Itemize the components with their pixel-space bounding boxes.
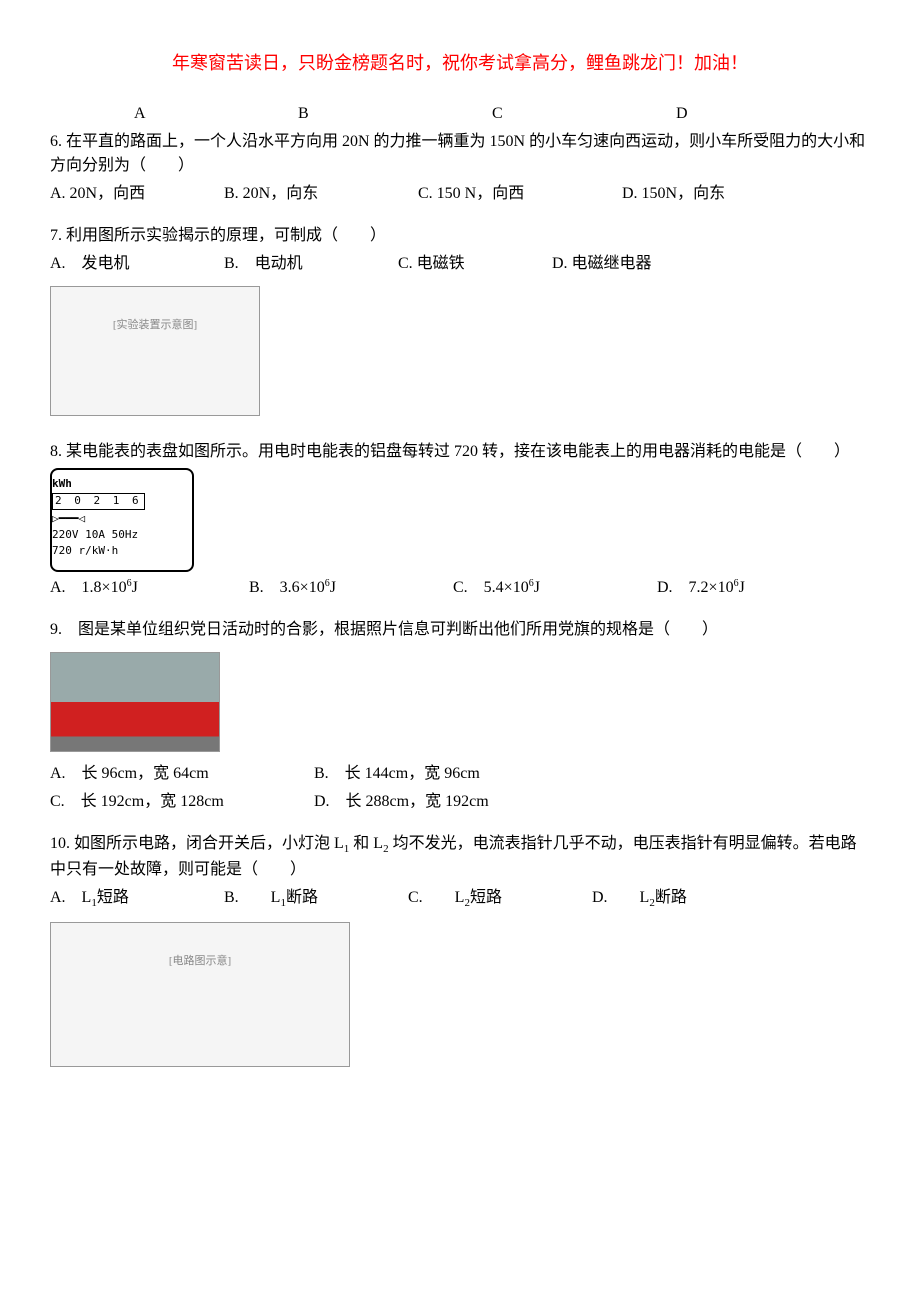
q7-options: A. 发电机 B. 电动机 C. 电磁铁 D. 电磁继电器 bbox=[50, 252, 870, 276]
q10-text: 10. 如图所示电路，闭合开关后，小灯泡 L1 和 L2 均不发光，电流表指针几… bbox=[50, 832, 870, 882]
q9-options-row2: C. 长 192cm，宽 128cm D. 长 288cm，宽 192cm bbox=[50, 790, 870, 814]
q5-option-d: D bbox=[676, 102, 688, 126]
q10-options: A. L1 短路 B. L1 断路 C. L2 短路 D. L2 断路 bbox=[50, 886, 870, 912]
q6-text: 6. 在平直的路面上，一个人沿水平方向用 20N 的力推一辆重为 150N 的小… bbox=[50, 130, 870, 178]
q5-options-row: A B C D bbox=[50, 102, 870, 126]
meter-digits: 2 0 2 1 6 bbox=[52, 493, 145, 509]
q7-figure: [实验装置示意图] bbox=[50, 286, 260, 416]
q9-photo bbox=[50, 652, 220, 752]
page-motto: 年寒窗苦读日，只盼金榜题名时，祝你考试拿高分，鲤鱼跳龙门！加油！ bbox=[50, 50, 870, 77]
q8-options: A. 1.8×106J B. 3.6×106J C. 5.4×106J D. 7… bbox=[50, 576, 870, 600]
q10-option-c: C. L2 短路 bbox=[408, 886, 588, 912]
q10-circuit-figure: [电路图示意] bbox=[50, 922, 350, 1067]
q6-options: A. 20N，向西 B. 20N，向东 C. 150 N，向西 D. 150N，… bbox=[50, 182, 870, 206]
q8-meter-figure: kWh 2 0 2 1 6 ▷━━━◁ 220V 10A 50Hz 720 r/… bbox=[50, 468, 194, 572]
q7-option-d: D. 电磁继电器 bbox=[552, 252, 652, 276]
q8-option-c: C. 5.4×106J bbox=[453, 576, 653, 600]
meter-unit: kWh bbox=[52, 477, 192, 491]
q5-option-b: B bbox=[298, 102, 488, 126]
q7-option-c: C. 电磁铁 bbox=[398, 252, 548, 276]
q5-option-c: C bbox=[492, 102, 672, 126]
q6-option-c: C. 150 N，向西 bbox=[418, 182, 618, 206]
meter-rate: 720 r/kW·h bbox=[52, 544, 192, 558]
q8-option-a: A. 1.8×106J bbox=[50, 576, 245, 600]
q6-option-a: A. 20N，向西 bbox=[50, 182, 220, 206]
q10-option-d: D. L2 断路 bbox=[592, 886, 687, 912]
q10-option-b: B. L1 断路 bbox=[224, 886, 404, 912]
q9-option-a: A. 长 96cm，宽 64cm bbox=[50, 762, 310, 786]
q9-option-c: C. 长 192cm，宽 128cm bbox=[50, 790, 310, 814]
q7-text: 7. 利用图所示实验揭示的原理，可制成（ ） bbox=[50, 224, 870, 248]
q8-option-d: D. 7.2×106J bbox=[657, 576, 745, 600]
q10-option-a: A. L1 短路 bbox=[50, 886, 220, 912]
q9-option-d: D. 长 288cm，宽 192cm bbox=[314, 790, 489, 814]
q5-option-a: A bbox=[134, 102, 294, 126]
q8-text: 8. 某电能表的表盘如图所示。用电时电能表的铝盘每转过 720 转，接在该电能表… bbox=[50, 440, 870, 464]
q9-text: 9. 图是某单位组织党日活动时的合影，根据照片信息可判断出他们所用党旗的规格是（… bbox=[50, 618, 870, 642]
meter-spec: 220V 10A 50Hz bbox=[52, 528, 192, 542]
q9-option-b: B. 长 144cm，宽 96cm bbox=[314, 762, 480, 786]
meter-pointer-icon: ▷━━━◁ bbox=[52, 512, 192, 526]
q8-option-b: B. 3.6×106J bbox=[249, 576, 449, 600]
q6-option-b: B. 20N，向东 bbox=[224, 182, 414, 206]
q9-options-row1: A. 长 96cm，宽 64cm B. 长 144cm，宽 96cm bbox=[50, 762, 870, 786]
q6-option-d: D. 150N，向东 bbox=[622, 182, 725, 206]
q7-option-a: A. 发电机 bbox=[50, 252, 220, 276]
q7-option-b: B. 电动机 bbox=[224, 252, 394, 276]
